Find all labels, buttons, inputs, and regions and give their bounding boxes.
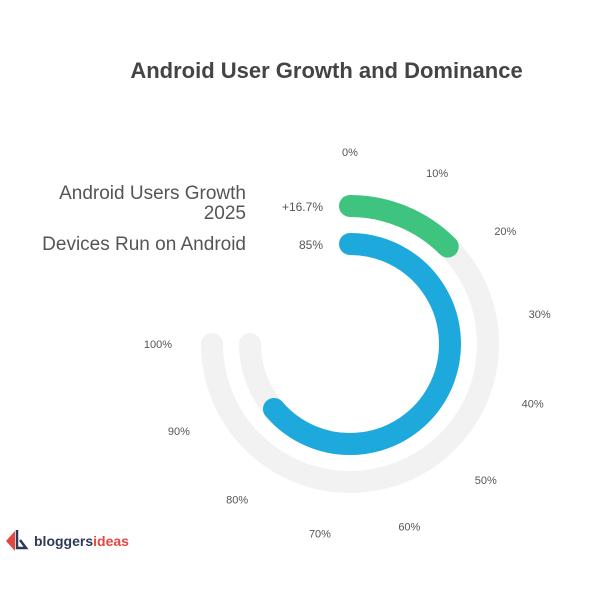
tick-label: 60% xyxy=(398,522,420,534)
tick-label: 20% xyxy=(494,226,516,238)
tick-label: 30% xyxy=(529,309,551,321)
tick-label: 0% xyxy=(342,147,358,159)
logo-text-part1: bloggers xyxy=(34,533,94,549)
bar-1 xyxy=(262,233,461,455)
tick-label: 50% xyxy=(475,475,497,487)
series-label-0: Android Users Growth xyxy=(59,183,246,204)
bar-0 xyxy=(339,195,459,258)
series-label-1: Devices Run on Android xyxy=(42,234,246,255)
series-label-0: 2025 xyxy=(204,203,246,224)
bloggersideas-logo: bloggers ideas xyxy=(4,528,129,554)
value-label-1: 85% xyxy=(299,238,323,252)
tick-label: 10% xyxy=(426,168,448,180)
chart-title: Android User Growth and Dominance xyxy=(130,58,523,83)
logo-text-part2: ideas xyxy=(93,533,129,549)
tick-label: 100% xyxy=(144,339,172,351)
tick-label: 90% xyxy=(168,426,190,438)
tick-label: 70% xyxy=(309,529,331,541)
tick-label: 80% xyxy=(226,494,248,506)
value-label-0: +16.7% xyxy=(282,200,323,214)
tick-label: 40% xyxy=(522,398,544,410)
logo-icon xyxy=(6,530,29,551)
